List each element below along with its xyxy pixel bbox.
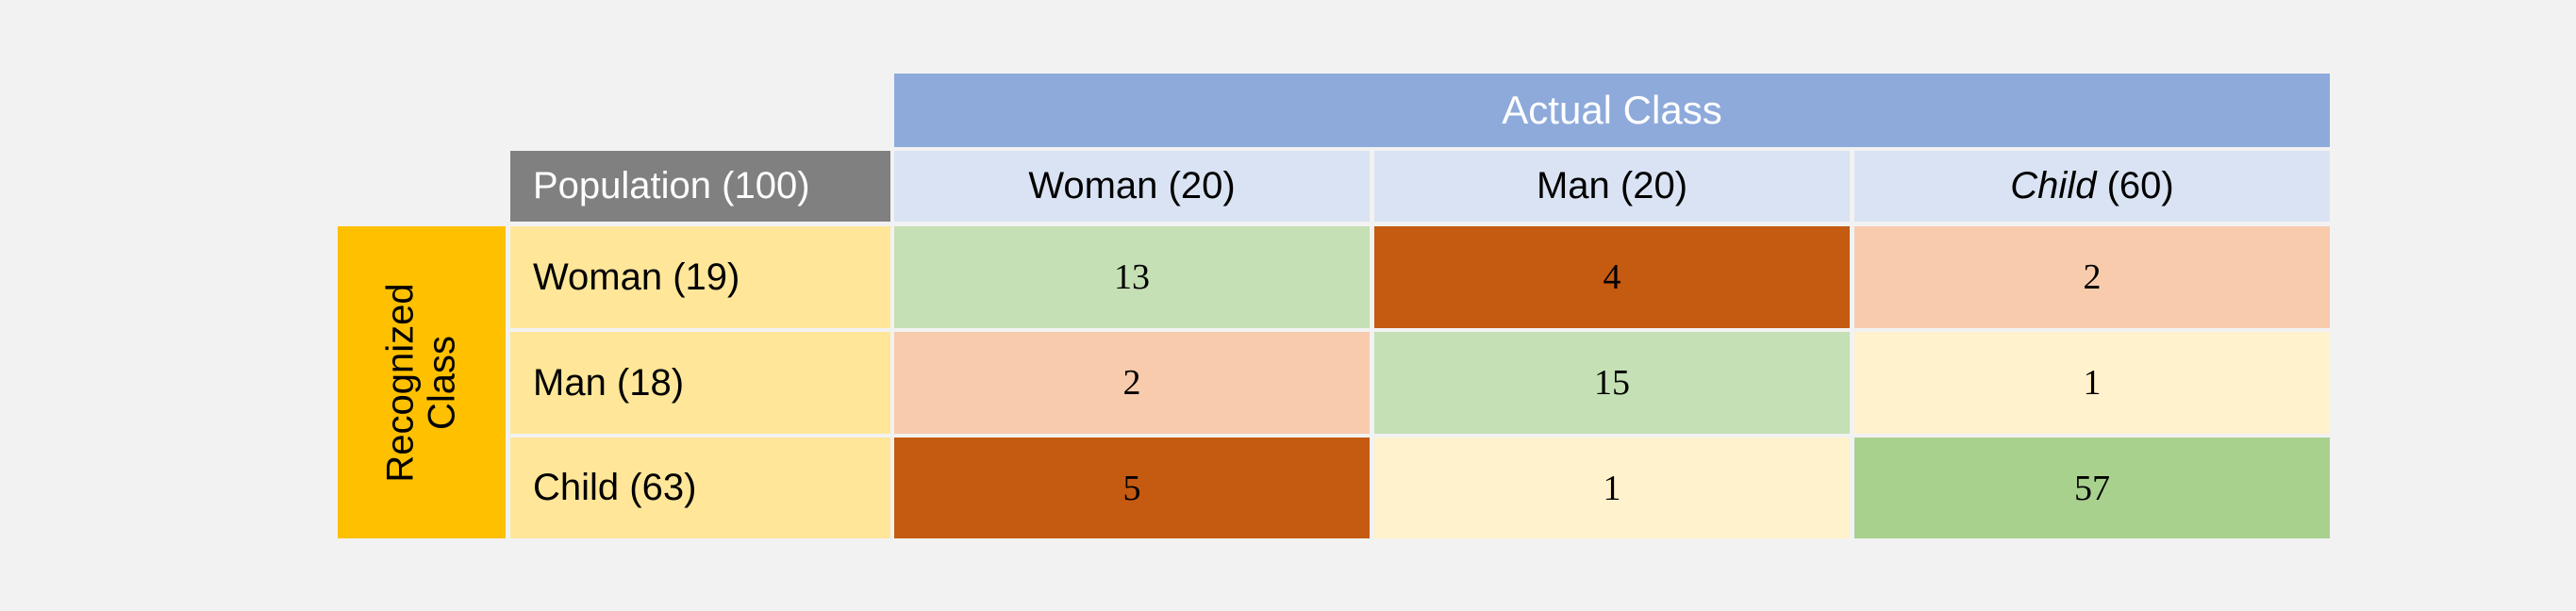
matrix-cell-child-woman: 5: [894, 438, 1370, 538]
cell-value: 1: [1603, 468, 1621, 508]
recognized-class-label: Recognized Class: [380, 282, 463, 483]
recognized-class-header: Recognized Class: [338, 226, 506, 538]
population-label: Population (100): [533, 165, 810, 206]
cell-value: 5: [1122, 468, 1141, 508]
row-label-man: Man (18): [510, 332, 890, 434]
cell-value: 57: [2074, 468, 2110, 508]
cell-value: 13: [1114, 257, 1150, 297]
row-label-text: Child (63): [533, 467, 697, 508]
matrix-cell-child-man: 1: [1374, 438, 1850, 538]
column-header-woman: Woman (20): [894, 151, 1370, 222]
matrix-cell-child-child: 57: [1854, 438, 2330, 538]
cell-value: 2: [2083, 257, 2102, 297]
actual-class-label: Actual Class: [1502, 88, 1722, 132]
actual-class-header: Actual Class: [894, 74, 2330, 147]
column-header-man: Man (20): [1374, 151, 1850, 222]
row-label-text: Woman (19): [533, 256, 740, 298]
row-label-text: Man (18): [533, 361, 685, 404]
column-header-label-italic: Child: [2010, 165, 2097, 206]
population-header: Population (100): [510, 151, 890, 222]
matrix-cell-man-man: 15: [1374, 332, 1850, 434]
cell-value: 2: [1122, 363, 1141, 403]
matrix-cell-woman-man: 4: [1374, 226, 1850, 328]
matrix-cell-woman-child: 2: [1854, 226, 2330, 328]
row-label-woman: Woman (19): [510, 226, 890, 328]
column-header-label-count: (60): [2096, 165, 2174, 206]
column-header-label: Man (20): [1536, 165, 1688, 206]
column-header-label: Woman (20): [1028, 165, 1236, 206]
cell-value: 1: [2083, 363, 2102, 403]
cell-value: 4: [1603, 257, 1621, 297]
matrix-cell-woman-woman: 13: [894, 226, 1370, 328]
matrix-cell-man-woman: 2: [894, 332, 1370, 434]
column-header-child: Child (60): [1854, 151, 2330, 222]
row-label-child: Child (63): [510, 438, 890, 538]
cell-value: 15: [1594, 363, 1630, 403]
matrix-cell-man-child: 1: [1854, 332, 2330, 434]
